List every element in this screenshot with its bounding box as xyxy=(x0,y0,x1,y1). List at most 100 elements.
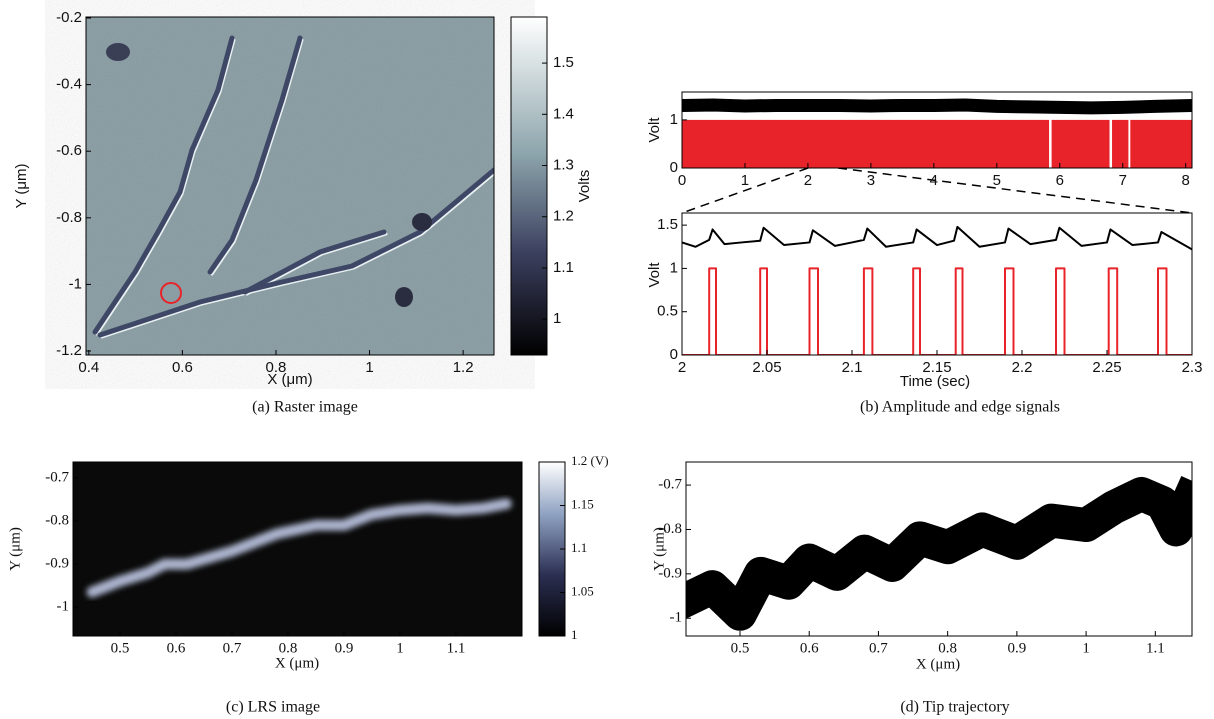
ridge xyxy=(86,498,512,598)
plot-content xyxy=(682,98,1192,168)
x-tick-label: 0.7 xyxy=(869,640,888,656)
line xyxy=(682,98,1192,115)
y-tick-label: -0.6 xyxy=(56,142,82,159)
caption: (a) Raster image xyxy=(252,399,358,416)
x-axis-label: X (μm) xyxy=(267,371,312,388)
y-tick-label: -0.8 xyxy=(45,512,69,528)
plot-content xyxy=(682,225,1192,355)
zoom-lines xyxy=(681,167,1193,214)
area-segment xyxy=(682,119,1050,168)
plot-content xyxy=(686,475,1192,631)
caption: (d) Tip trajectory xyxy=(900,699,1009,716)
x-tick-label: 2.3 xyxy=(1182,359,1203,376)
y-tick-label: -0.2 xyxy=(56,9,82,26)
trajectory xyxy=(686,475,1192,631)
x-tick-label: 8 xyxy=(1182,172,1190,189)
colorbar xyxy=(510,16,548,356)
x-axis-label: X (μm) xyxy=(916,656,960,672)
y-tick-label: 1.5 xyxy=(657,216,678,233)
caption: (b) Amplitude and edge signals xyxy=(860,399,1060,416)
y-tick-label: -0.7 xyxy=(658,477,682,493)
colorbar-tick-label: 1.05 xyxy=(571,583,594,598)
y-tick-label: -0.8 xyxy=(56,209,82,226)
plot-frame xyxy=(681,212,1193,356)
x-axis-label: Time (sec) xyxy=(900,373,970,390)
plot-frame xyxy=(72,461,523,637)
x-tick-label: 0.4 xyxy=(78,359,99,376)
x-tick-label: 2.15 xyxy=(922,359,951,376)
x-tick-label: 6 xyxy=(1056,172,1064,189)
y-tick-label: -0.9 xyxy=(658,565,682,581)
x-tick-label: 1 xyxy=(396,640,404,656)
x-tick-label: 0.6 xyxy=(800,640,819,656)
x-tick-label: 1.2 xyxy=(453,359,474,376)
y-axis-label: Y (μm) xyxy=(651,527,667,571)
x-tick-label: 0.8 xyxy=(279,640,298,656)
x-tick-label: 2 xyxy=(678,359,686,376)
colorbar-tick-label: 1.2 (V) xyxy=(571,453,609,468)
y-tick-label: 1 xyxy=(670,111,678,128)
line xyxy=(682,267,1192,355)
x-tick-label: 0.6 xyxy=(167,640,186,656)
x-tick-label: 2.2 xyxy=(1012,359,1033,376)
y-tick-label: -0.7 xyxy=(45,469,69,485)
x-tick-label: 1.1 xyxy=(1146,640,1165,656)
x-tick-label: 0.5 xyxy=(111,640,130,656)
y-tick-label: 0 xyxy=(670,346,678,363)
x-tick-label: 2.25 xyxy=(1092,359,1121,376)
x-tick-label: 0.9 xyxy=(1007,640,1026,656)
area-segment xyxy=(1130,119,1192,168)
y-tick-label: -1 xyxy=(57,599,70,615)
plot-content xyxy=(86,498,512,598)
x-tick-label: 2.1 xyxy=(842,359,863,376)
colorbar-tick-label: 1.15 xyxy=(571,496,594,511)
x-tick-label: 1.1 xyxy=(447,640,466,656)
x-tick-label: 0.6 xyxy=(172,359,193,376)
raster-features xyxy=(92,35,494,339)
y-tick-label: -0.4 xyxy=(56,76,82,93)
colorbar-tick-label: 1.4 xyxy=(553,105,574,122)
y-axis-label: Y (μm) xyxy=(13,163,30,208)
colorbar-tick-label: 1.5 xyxy=(553,54,574,71)
x-tick-label: 4 xyxy=(930,172,938,189)
plot-frame xyxy=(85,16,495,356)
caption: (c) LRS image xyxy=(226,699,320,716)
plot-frame xyxy=(685,461,1193,637)
x-tick-label: 1 xyxy=(365,359,373,376)
y-tick-label: 0 xyxy=(670,159,678,176)
colorbar-tick-label: 1.3 xyxy=(553,156,574,173)
x-tick-label: 0.8 xyxy=(266,359,287,376)
x-tick-label: 1 xyxy=(1082,640,1090,656)
x-tick-label: 3 xyxy=(867,172,875,189)
x-tick-label: 0.9 xyxy=(335,640,354,656)
x-axis-label: X (μm) xyxy=(275,655,319,671)
x-tick-label: 2 xyxy=(804,172,812,189)
colorbar-tick-label: 1.2 xyxy=(553,208,574,225)
x-tick-label: 0.5 xyxy=(731,640,750,656)
x-tick-label: 0.8 xyxy=(938,640,957,656)
x-tick-label: 5 xyxy=(993,172,1001,189)
colorbar-tick-label: 1 xyxy=(571,627,578,642)
y-axis-label: Y (μm) xyxy=(7,527,23,571)
plot-frame xyxy=(681,91,1193,169)
y-tick-label: 1 xyxy=(670,259,678,276)
x-tick-label: 0 xyxy=(678,172,686,189)
colorbar-tick-label: 1.1 xyxy=(571,540,587,555)
y-tick-label: -0.9 xyxy=(45,556,69,572)
x-tick-label: 2.05 xyxy=(752,359,781,376)
area-segment xyxy=(1051,119,1110,168)
x-tick-label: 1 xyxy=(741,172,749,189)
x-tick-label: 0.7 xyxy=(223,640,242,656)
x-tick-label: 7 xyxy=(1119,172,1127,189)
y-axis-label: Volt xyxy=(646,117,663,143)
colorbar-label: Volts xyxy=(576,170,593,203)
y-tick-label: -1.2 xyxy=(56,342,82,359)
lrs-image xyxy=(73,462,522,636)
y-tick-label: 0.5 xyxy=(657,303,678,320)
y-tick-label: -1 xyxy=(670,610,683,626)
colorbar-tick-label: 1.1 xyxy=(553,259,574,276)
y-tick-label: -0.8 xyxy=(658,521,682,537)
y-tick-label: -1 xyxy=(69,275,82,292)
y-axis-label: Volt xyxy=(646,262,663,288)
